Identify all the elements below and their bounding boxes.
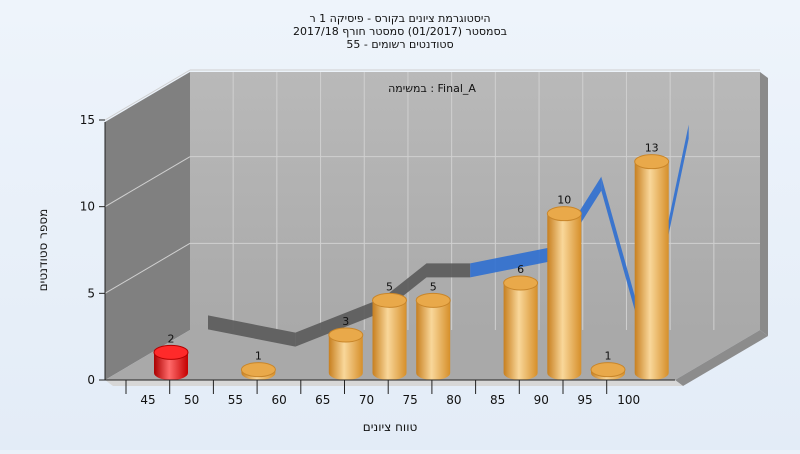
y-tick-label: 10 <box>80 200 95 214</box>
x-tick-label: 55 <box>228 393 243 407</box>
gridline-side <box>104 242 191 294</box>
trend-segment <box>470 246 558 278</box>
bar-top <box>634 154 670 170</box>
floor-edge <box>675 330 768 386</box>
bar-top <box>590 362 626 378</box>
x-axis-label: טווח ציונים <box>363 420 418 434</box>
x-tick-label: 50 <box>184 393 199 407</box>
bar <box>372 300 407 381</box>
data-label: 2 <box>168 332 175 345</box>
bar-top <box>546 206 582 222</box>
x-tick-label: 80 <box>446 393 461 407</box>
y-tick-label: 0 <box>87 373 95 387</box>
x-tick-label: 60 <box>271 393 286 407</box>
data-label: 1 <box>605 350 612 363</box>
data-label: 1 <box>255 350 262 363</box>
x-tick-label: 75 <box>403 393 418 407</box>
trend-segment <box>208 315 296 347</box>
x-tick-label: 100 <box>617 393 640 407</box>
x-tick-label: 65 <box>315 393 330 407</box>
chart-title-line-1: היסטוגרמת ציונים בקורס - פיסיקה 1 ר <box>309 12 490 25</box>
back-wall <box>190 72 760 330</box>
x-tick-label: 95 <box>577 393 592 407</box>
chart-title-line-2: בסמסטר (01/2017) סמסטר חורף 2017/18 <box>293 25 507 38</box>
gridline-side <box>104 69 191 121</box>
y-axis-label: מספר סטודנטים <box>36 209 50 292</box>
chart-title-line-3: סטודנטים רשומים - 55 <box>346 38 453 51</box>
data-label: 5 <box>430 280 437 293</box>
bar-top <box>240 362 276 378</box>
y-tick-label: 5 <box>87 286 95 300</box>
data-label: 13 <box>645 142 659 155</box>
bar-top <box>153 344 189 360</box>
x-tick-label: 45 <box>140 393 155 407</box>
x-tick-label: 90 <box>534 393 549 407</box>
bar-top <box>503 275 539 291</box>
data-label: 10 <box>557 194 571 207</box>
bar <box>547 213 582 381</box>
bar-top <box>415 292 451 308</box>
data-label: 5 <box>386 280 393 293</box>
trend-segment <box>295 298 383 347</box>
bar <box>328 335 363 381</box>
bar-top <box>372 292 407 308</box>
bar <box>503 283 538 380</box>
trend-segment <box>601 176 645 347</box>
bar <box>634 161 669 381</box>
floor-front-edge <box>105 380 683 386</box>
bar <box>154 352 188 380</box>
data-label: 6 <box>517 263 524 276</box>
bar <box>416 300 451 381</box>
right-wall-edge <box>760 72 768 336</box>
bar-top <box>328 327 364 343</box>
y-tick-label: 15 <box>80 113 95 127</box>
gridline-side <box>104 156 191 208</box>
left-wall <box>105 72 190 380</box>
x-tick-label: 70 <box>359 393 374 407</box>
data-label: 3 <box>342 315 349 328</box>
x-tick-label: 85 <box>490 393 505 407</box>
chart-annotation: במשימה : Final_A <box>388 82 476 95</box>
trend-segment <box>426 263 471 278</box>
